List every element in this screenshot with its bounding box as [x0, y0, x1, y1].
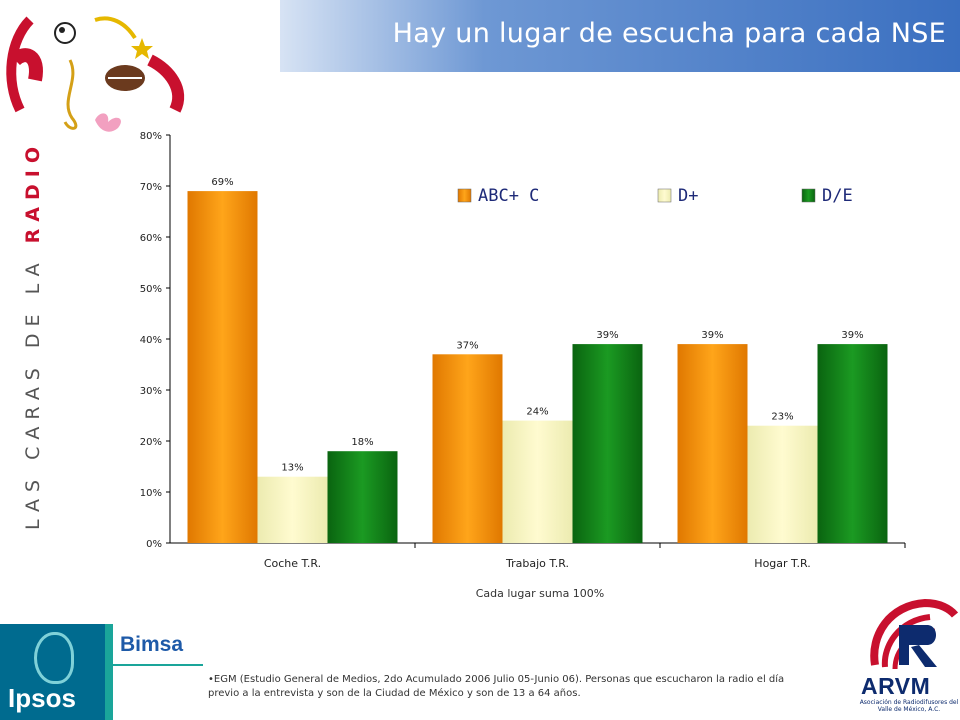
y-tick-label: 80% — [140, 131, 162, 142]
y-tick-label: 30% — [140, 386, 162, 397]
ipsos-logo-text: Ipsos — [8, 683, 76, 713]
bar-chart: 0% 10% 20% 30% 40% 50% 60% 70% 80% 69% 13% 18% Coche… — [140, 131, 906, 570]
side-title: LAS CARAS DE LA RADIO — [22, 140, 44, 530]
legend-label: D+ — [678, 186, 698, 206]
data-label: 69% — [211, 177, 233, 188]
data-label: 23% — [771, 412, 793, 423]
bar — [432, 354, 503, 543]
legend-label: D/E — [822, 186, 853, 206]
arvm-logo: ARVM Asociación de Radiodifusores del Va… — [855, 595, 960, 720]
data-label: 39% — [701, 330, 723, 341]
y-tick-label: 10% — [140, 488, 162, 499]
radio-logo-icon — [6, 16, 185, 132]
bimsa-underline — [105, 664, 203, 666]
legend-swatch — [801, 188, 816, 203]
bar — [257, 476, 328, 543]
x-tick-label: Hogar T.R. — [754, 557, 810, 570]
legend-swatch — [657, 188, 672, 203]
legend-swatch — [457, 188, 472, 203]
ipsos-logo: Ipsos — [0, 624, 105, 720]
bar — [187, 191, 258, 543]
arvm-emblem-icon — [870, 598, 959, 670]
footnote: •EGM (Estudio General de Medios, 2do Acu… — [208, 674, 785, 699]
legend-label: ABC+ C — [478, 186, 539, 206]
x-tick-label: Trabajo T.R. — [505, 557, 569, 570]
y-tick-label: 20% — [140, 437, 162, 448]
bar — [327, 451, 398, 543]
y-tick-label: 70% — [140, 182, 162, 193]
chart-subtitle: Cada lugar suma 100% — [475, 587, 605, 600]
bar — [572, 344, 643, 543]
y-tick-label: 60% — [140, 233, 162, 244]
data-label: 13% — [281, 463, 303, 474]
data-label: 39% — [841, 330, 863, 341]
bar — [817, 344, 888, 543]
data-label: 24% — [526, 407, 548, 418]
page-title: Hay un lugar de escucha para cada NSE — [392, 18, 946, 49]
arvm-logo-subtext: Asociación de Radiodifusores del Valle d… — [859, 699, 959, 713]
bimsa-logo-text: Bimsa — [120, 633, 184, 656]
data-label: 39% — [596, 330, 618, 341]
bar — [747, 425, 818, 543]
bar — [502, 420, 573, 543]
head-profile-icon — [34, 632, 74, 684]
bar — [677, 344, 748, 543]
bimsa-logo: Bimsa — [105, 624, 200, 720]
arvm-logo-text: ARVM — [861, 673, 931, 699]
x-tick-label: Coche T.R. — [264, 557, 321, 570]
title-bar: Hay un lugar de escucha para cada NSE — [280, 0, 960, 72]
data-label: 37% — [456, 340, 478, 351]
bimsa-accent-bar — [105, 624, 113, 720]
side-title-accent: RADIO — [22, 140, 44, 244]
side-title-main: LAS CARAS DE LA — [22, 256, 44, 530]
y-tick-label: 50% — [140, 284, 162, 295]
y-tick-label: 40% — [140, 335, 162, 346]
y-tick-label: 0% — [146, 539, 162, 550]
data-label: 18% — [351, 437, 373, 448]
